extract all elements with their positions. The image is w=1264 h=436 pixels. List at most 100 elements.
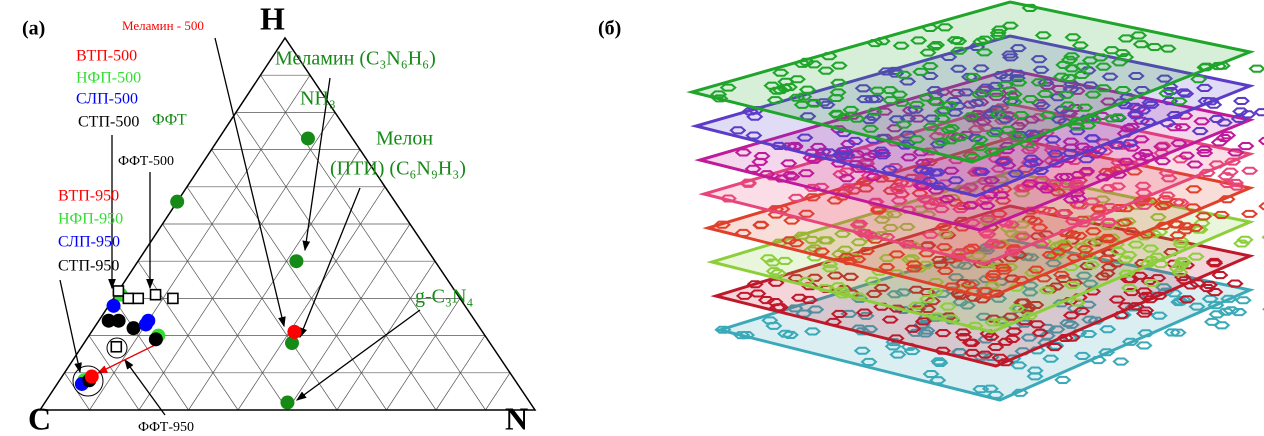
ring: [1034, 206, 1052, 215]
ring: [869, 86, 887, 95]
ring: [1008, 74, 1026, 83]
ring: [908, 135, 926, 144]
ring: [1130, 104, 1148, 113]
ring: [1233, 239, 1251, 248]
ring: [953, 223, 971, 232]
ring: [956, 261, 974, 270]
ring: [825, 317, 843, 326]
ring: [954, 328, 972, 337]
ring: [987, 154, 1005, 163]
ring: [908, 305, 926, 314]
ring: [805, 99, 823, 108]
ring: [788, 93, 806, 102]
ring: [857, 184, 875, 193]
ring: [914, 158, 932, 167]
ring: [783, 172, 801, 181]
ring: [1049, 93, 1067, 102]
ring: [1117, 157, 1135, 166]
ring: [1067, 179, 1085, 188]
ring: [927, 312, 945, 321]
ring: [803, 327, 822, 336]
annotation: ВТП-500: [76, 48, 137, 65]
ring: [1115, 218, 1134, 227]
ring: [865, 107, 883, 116]
ring: [1060, 55, 1078, 64]
ring: [1014, 232, 1032, 241]
ring: [1023, 115, 1041, 124]
ring: [887, 334, 905, 343]
ring: [931, 358, 949, 368]
ring: [793, 100, 811, 109]
ring: [1001, 50, 1019, 59]
ring: [1091, 53, 1109, 62]
ring: [1060, 73, 1078, 82]
ring: [984, 318, 1002, 327]
ring: [816, 236, 834, 245]
ring: [961, 201, 979, 210]
ring: [1072, 201, 1090, 210]
point: [285, 336, 299, 351]
ring: [866, 39, 884, 48]
ring: [1208, 160, 1226, 169]
point: [106, 298, 121, 313]
ring: [1166, 110, 1184, 120]
ring: [984, 314, 1003, 323]
ring: [1013, 231, 1031, 240]
ring: [1135, 341, 1153, 350]
ring: [863, 95, 881, 104]
ring: [861, 231, 879, 240]
ring: [1046, 149, 1064, 158]
annotation: ФФТ: [152, 112, 187, 129]
grid-line: [113, 298, 189, 411]
ring: [1073, 242, 1091, 251]
ring: [1172, 261, 1190, 270]
ring: [998, 141, 1016, 150]
ring: [1090, 204, 1108, 213]
ring: [1001, 21, 1019, 30]
ring: [832, 170, 850, 179]
ring: [1094, 272, 1112, 281]
ring: [882, 96, 900, 105]
ring: [895, 120, 913, 129]
ring: [936, 23, 954, 32]
ring: [1217, 172, 1235, 181]
ring: [1026, 372, 1044, 381]
ring: [1095, 138, 1113, 147]
ring: [985, 129, 1003, 138]
ring: [1213, 61, 1231, 70]
ring: [934, 196, 952, 205]
ring: [1048, 325, 1066, 334]
ring: [916, 329, 935, 338]
ring: [1030, 55, 1048, 64]
ring: [849, 292, 867, 301]
ring: [1119, 217, 1137, 226]
ring: [921, 176, 939, 185]
ring: [1163, 328, 1181, 337]
ring: [1050, 115, 1068, 124]
ring: [1227, 178, 1245, 187]
ring: [1076, 103, 1094, 112]
ring: [999, 125, 1017, 134]
ring: [935, 222, 953, 231]
ring: [922, 201, 940, 210]
ring: [1079, 251, 1097, 260]
ring: [977, 83, 995, 92]
ring: [889, 185, 907, 194]
ring: [1132, 40, 1150, 49]
ring: [821, 260, 839, 269]
ring: [1073, 307, 1091, 316]
ring: [1009, 132, 1027, 141]
ring: [964, 153, 982, 162]
grid-line: [211, 149, 387, 411]
ring: [1178, 151, 1196, 160]
ring: [772, 86, 790, 95]
ring: [992, 318, 1010, 327]
ring: [758, 170, 776, 179]
ring: [1210, 138, 1228, 147]
ring: [881, 315, 899, 324]
annotation: СЛП-500: [76, 91, 138, 108]
ring: [927, 98, 946, 107]
ring: [940, 101, 959, 110]
ring: [857, 247, 876, 256]
ring: [947, 156, 965, 165]
